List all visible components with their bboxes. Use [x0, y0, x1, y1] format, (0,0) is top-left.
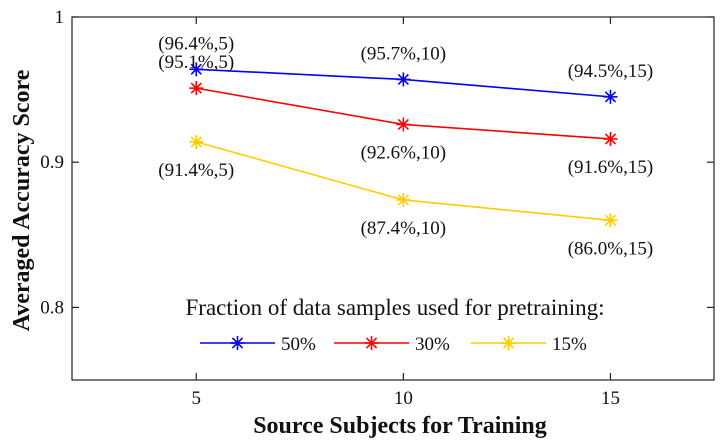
axes: 1 0.9 0.8 5 10 15 Source Subjects for Training…: [9, 7, 715, 439]
legend-swatch-marker: [364, 336, 379, 350]
legend-item: 15%: [471, 334, 587, 355]
data-label: (91.4%,5): [158, 160, 234, 181]
data-point-marker: [189, 134, 204, 149]
legend-item: 30%: [334, 334, 450, 355]
legend-item: 50%: [200, 334, 316, 355]
legend-label: 15%: [552, 334, 587, 355]
series-group: [189, 62, 618, 228]
data-point-marker: [189, 62, 204, 77]
y-tick-label: 1: [55, 7, 65, 28]
data-point-marker: [189, 81, 204, 96]
legend-label: 30%: [415, 334, 450, 355]
data-labels: (96.4%,5) (95.7%,10) (94.5%,15) (95.1%,5) (9…: [158, 33, 653, 259]
data-label: (87.4%,10): [361, 218, 446, 239]
data-point-marker: [603, 213, 618, 228]
series-30%: [189, 81, 618, 146]
x-axis-title: Source Subjects for Training: [253, 413, 547, 439]
legend-swatch-marker: [501, 336, 516, 350]
data-label: (86.0%,15): [568, 238, 653, 259]
legend: Fraction of data samples used for pretra…: [186, 295, 605, 355]
legend-label: 50%: [281, 334, 316, 355]
y-tick-label: 0.9: [40, 152, 64, 173]
data-point-marker: [603, 131, 618, 146]
legend-title: Fraction of data samples used for pretra…: [186, 295, 605, 320]
data-label: (94.5%,15): [568, 61, 653, 82]
data-label: (95.7%,10): [361, 43, 446, 64]
data-label: (95.1%,5): [158, 52, 234, 73]
series-15%: [189, 134, 618, 228]
x-tick-label: 10: [394, 388, 413, 409]
plot-frame: [71, 16, 715, 381]
data-label: (96.4%,5): [158, 33, 234, 54]
x-tick-label: 15: [601, 388, 620, 409]
x-tick-label: 5: [192, 388, 202, 409]
data-label: (92.6%,10): [361, 142, 446, 163]
y-axis-title: Averaged Accuracy Score: [9, 69, 35, 331]
series-50%: [189, 62, 618, 104]
data-point-marker: [396, 192, 411, 207]
data-point-marker: [603, 89, 618, 104]
y-tick-label: 0.8: [40, 297, 64, 318]
data-point-marker: [396, 72, 411, 87]
legend-swatch-marker: [230, 336, 245, 350]
data-point-marker: [396, 117, 411, 132]
data-label: (91.6%,15): [568, 157, 653, 178]
